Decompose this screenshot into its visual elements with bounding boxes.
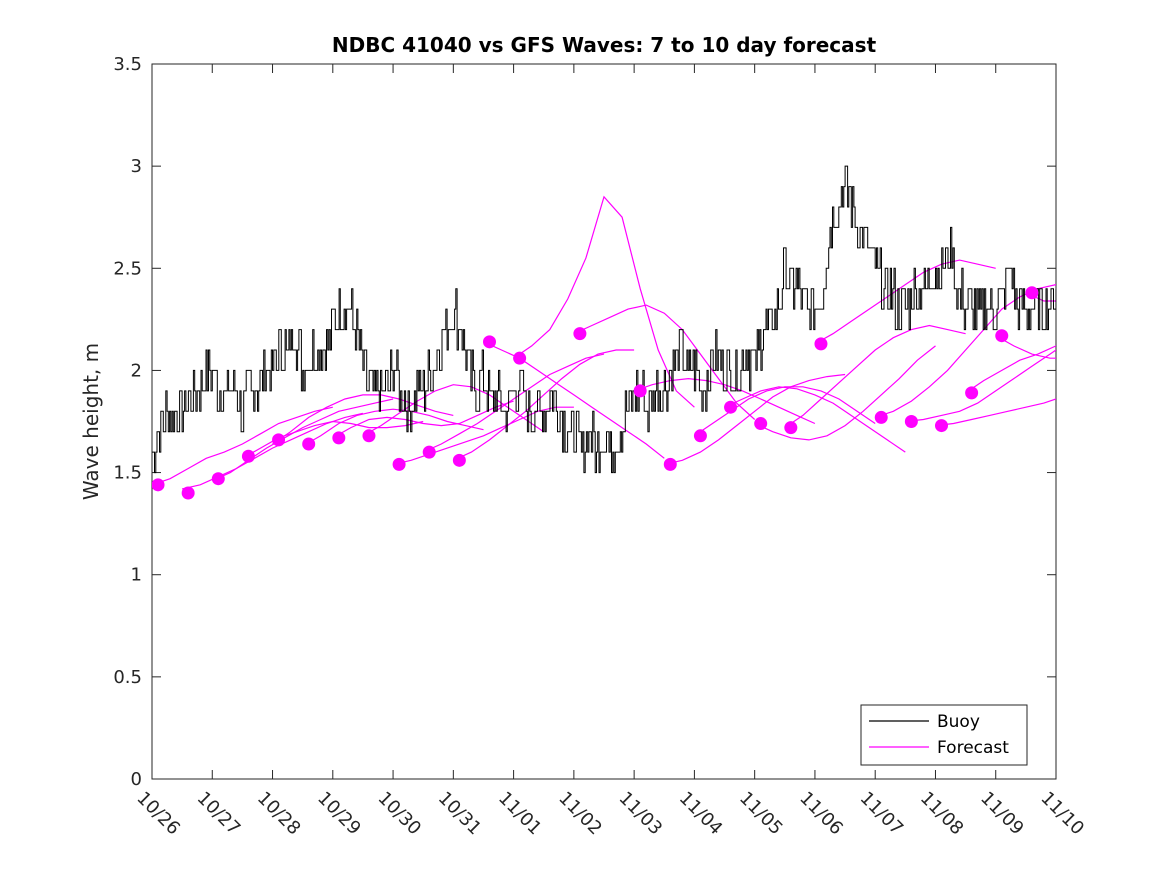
y-tick-label: 2.5: [113, 258, 142, 279]
forecast-marker: [272, 433, 286, 447]
forecast-marker: [724, 400, 738, 414]
forecast-marker: [874, 410, 888, 424]
y-tick-label: 3: [131, 156, 142, 177]
y-tick-label: 0: [131, 769, 142, 790]
forecast-marker: [152, 478, 165, 492]
forecast-marker: [181, 486, 195, 500]
forecast-marker: [784, 421, 798, 435]
forecast-line: [302, 408, 484, 447]
y-tick-label: 1: [131, 565, 142, 586]
forecast-line: [784, 324, 966, 429]
y-tick-label: 3.5: [113, 54, 142, 75]
chart-title: NDBC 41040 vs GFS Waves: 7 to 10 day for…: [332, 33, 877, 57]
forecast-marker: [422, 445, 436, 459]
data-layer: [152, 165, 1056, 500]
forecast-line: [995, 335, 1056, 359]
forecast-marker: [814, 337, 828, 351]
forecast-line: [724, 386, 906, 453]
forecast-line: [362, 384, 545, 437]
forecast-marker: [452, 453, 466, 467]
y-axis-label: Wave height, m: [79, 343, 103, 500]
forecast-marker: [302, 437, 316, 451]
forecast-line: [422, 353, 605, 453]
forecast-marker: [1025, 286, 1039, 300]
forecast-line: [453, 349, 635, 461]
forecast-marker: [633, 384, 647, 398]
legend-label-forecast: Forecast: [937, 738, 1009, 758]
forecast-line: [152, 406, 333, 486]
forecast-marker: [693, 429, 707, 443]
forecast-marker: [482, 335, 496, 349]
legend-label-buoy: Buoy: [937, 712, 980, 732]
forecast-line: [814, 259, 996, 345]
forecast-line: [272, 394, 454, 445]
forecast-marker: [392, 457, 406, 471]
axes-box: [151, 63, 1057, 780]
forecast-line: [694, 386, 876, 437]
buoy-line: [152, 165, 1056, 474]
legend-box: [860, 704, 1028, 766]
forecast-marker: [754, 417, 768, 431]
forecast-line: [664, 373, 846, 465]
forecast-line: [935, 398, 1056, 427]
forecast-marker: [995, 329, 1009, 343]
forecast-marker: [934, 419, 948, 433]
forecast-marker: [241, 449, 255, 463]
forecast-line: [573, 304, 756, 420]
forecast-marker: [332, 431, 346, 445]
forecast-line: [212, 398, 394, 482]
forecast-line: [513, 195, 695, 408]
y-tick-label: 1.5: [113, 463, 142, 484]
forecast-marker: [904, 415, 918, 428]
forecast-marker: [362, 429, 376, 443]
forecast-line: [754, 345, 936, 441]
forecast-line: [905, 349, 1056, 423]
forecast-marker: [573, 327, 587, 341]
y-tick-label: 0.5: [113, 667, 142, 688]
forecast-marker: [965, 386, 979, 400]
forecast-marker: [211, 472, 225, 486]
forecast-marker: [513, 351, 527, 365]
y-tick-label: 2: [131, 360, 142, 381]
forecast-marker: [663, 457, 677, 471]
forecast-line: [483, 341, 665, 459]
legend: Buoy Forecast: [860, 704, 1028, 766]
forecast-line: [965, 345, 1056, 394]
forecast-line: [332, 400, 514, 439]
forecast-line: [392, 406, 574, 465]
